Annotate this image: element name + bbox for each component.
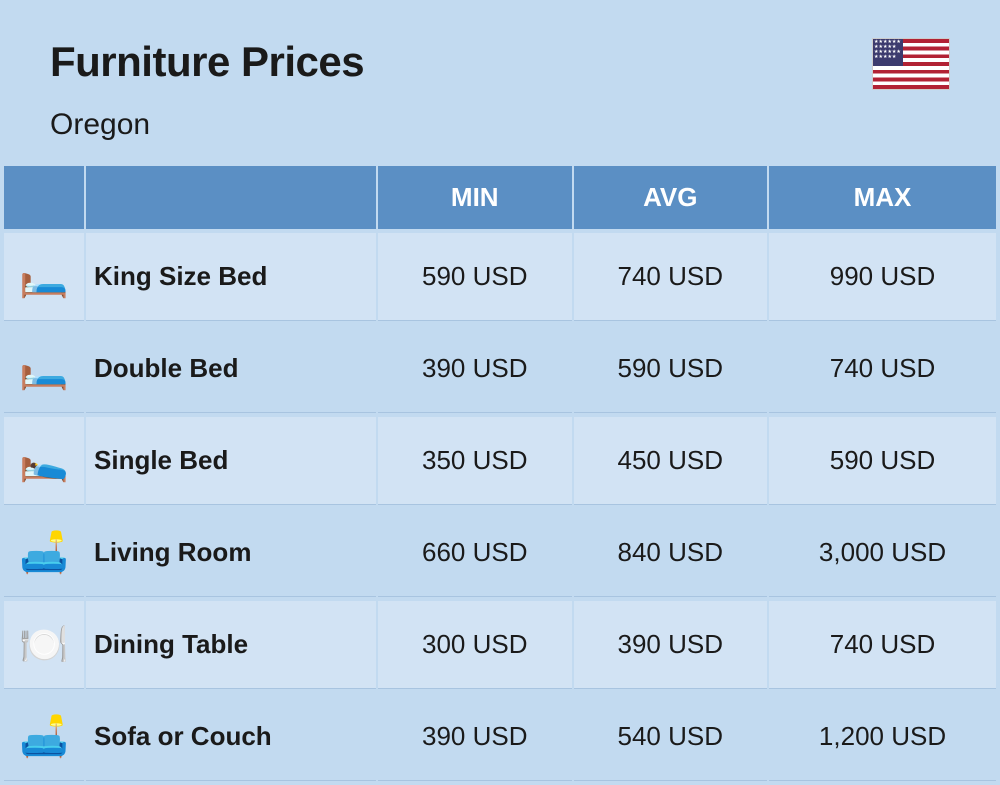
table-header-row: MIN AVG MAX xyxy=(4,166,996,229)
price-min: 300 USD xyxy=(378,601,572,689)
price-avg: 740 USD xyxy=(574,233,768,321)
furniture-name: Living Room xyxy=(86,509,376,597)
price-max: 740 USD xyxy=(769,325,996,413)
furniture-name: Sofa or Couch xyxy=(86,693,376,781)
table-row: 🛋️ Sofa or Couch 390 USD 540 USD 1,200 U… xyxy=(4,693,996,781)
usa-flag-icon: ★★★★★★★★★★★★★★★★★★★★★★ xyxy=(872,38,950,90)
price-max: 990 USD xyxy=(769,233,996,321)
header: Furniture Prices ★★★★★★★★★★★★★★★★★★★★★★ xyxy=(0,0,1000,100)
price-table-wrap: MIN AVG MAX 🛏️ King Size Bed 590 USD 740… xyxy=(0,162,1000,785)
furniture-name: Single Bed xyxy=(86,417,376,505)
col-header-max: MAX xyxy=(769,166,996,229)
furniture-icon: 🍽️ xyxy=(4,601,84,689)
price-avg: 540 USD xyxy=(574,693,768,781)
furniture-name: King Size Bed xyxy=(86,233,376,321)
col-header-avg: AVG xyxy=(574,166,768,229)
price-table: MIN AVG MAX 🛏️ King Size Bed 590 USD 740… xyxy=(2,162,998,785)
furniture-icon: 🛌 xyxy=(4,417,84,505)
col-header-name xyxy=(86,166,376,229)
price-min: 350 USD xyxy=(378,417,572,505)
price-avg: 590 USD xyxy=(574,325,768,413)
table-row: 🛋️ Living Room 660 USD 840 USD 3,000 USD xyxy=(4,509,996,597)
page-title: Furniture Prices xyxy=(50,38,364,86)
table-row: 🛏️ Double Bed 390 USD 590 USD 740 USD xyxy=(4,325,996,413)
col-header-min: MIN xyxy=(378,166,572,229)
price-avg: 390 USD xyxy=(574,601,768,689)
price-avg: 840 USD xyxy=(574,509,768,597)
furniture-icon: 🛋️ xyxy=(4,693,84,781)
page-subtitle: Oregon xyxy=(0,100,1000,162)
furniture-name: Double Bed xyxy=(86,325,376,413)
price-min: 390 USD xyxy=(378,693,572,781)
furniture-name: Dining Table xyxy=(86,601,376,689)
col-header-icon xyxy=(4,166,84,229)
price-avg: 450 USD xyxy=(574,417,768,505)
price-min: 590 USD xyxy=(378,233,572,321)
price-min: 660 USD xyxy=(378,509,572,597)
price-max: 1,200 USD xyxy=(769,693,996,781)
price-max: 590 USD xyxy=(769,417,996,505)
table-row: 🍽️ Dining Table 300 USD 390 USD 740 USD xyxy=(4,601,996,689)
table-row: 🛌 Single Bed 350 USD 450 USD 590 USD xyxy=(4,417,996,505)
furniture-icon: 🛏️ xyxy=(4,233,84,321)
price-min: 390 USD xyxy=(378,325,572,413)
furniture-icon: 🛋️ xyxy=(4,509,84,597)
table-row: 🛏️ King Size Bed 590 USD 740 USD 990 USD xyxy=(4,233,996,321)
price-max: 740 USD xyxy=(769,601,996,689)
furniture-icon: 🛏️ xyxy=(4,325,84,413)
price-max: 3,000 USD xyxy=(769,509,996,597)
